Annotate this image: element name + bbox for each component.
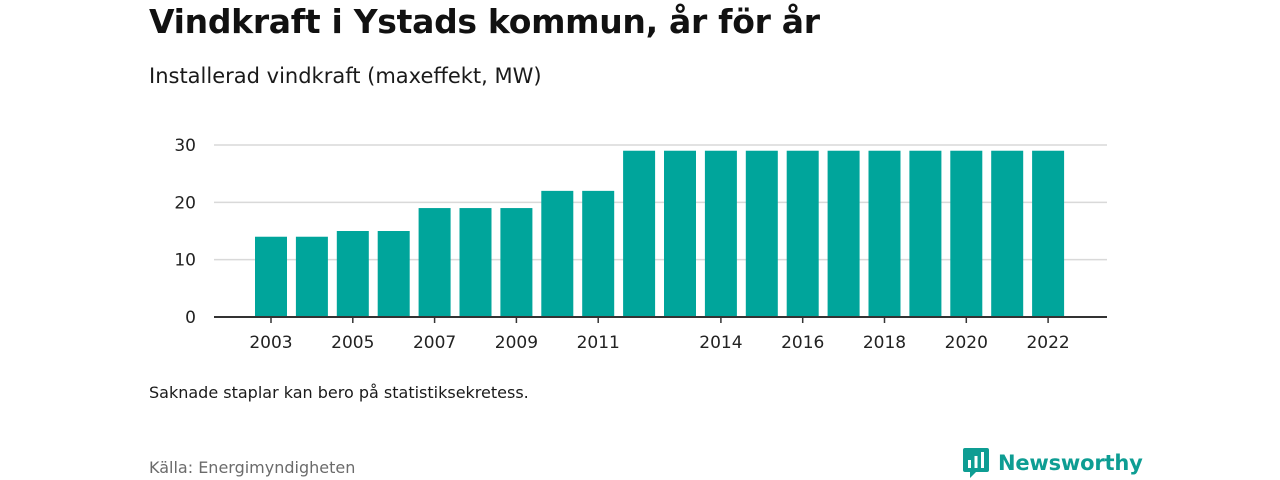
chart-title: Vindkraft i Ystads kommun, år för år — [149, 2, 820, 41]
bar-2010 — [541, 190, 574, 317]
y-tick-label: 20 — [174, 193, 196, 213]
x-tick-label: 2018 — [863, 333, 906, 353]
x-tick-label: 2005 — [331, 333, 374, 353]
bar-2005 — [336, 231, 369, 317]
bar-2006 — [377, 231, 410, 317]
bar-2012 — [623, 150, 656, 317]
x-tick-label: 2003 — [249, 333, 292, 353]
bar-2018 — [868, 150, 901, 317]
bar-2007 — [418, 208, 451, 317]
x-tick-label: 2011 — [577, 333, 620, 353]
x-tick-label: 2022 — [1026, 333, 1069, 353]
bar-2016 — [786, 150, 819, 317]
x-tick-label: 2014 — [699, 333, 742, 353]
bar-2022 — [1032, 150, 1065, 317]
bar-2015 — [745, 150, 778, 317]
bar-2013 — [664, 150, 696, 317]
x-tick-label: 2009 — [495, 333, 538, 353]
y-tick-label: 10 — [174, 251, 196, 271]
bar-2003 — [255, 236, 287, 317]
bar-2008 — [459, 208, 492, 317]
source-text: Källa: Energimyndigheten — [149, 458, 356, 477]
newsworthy-logo-icon — [963, 448, 989, 478]
bar-2009 — [500, 208, 533, 317]
bar-2019 — [909, 150, 942, 317]
bar-2004 — [295, 236, 328, 317]
brand-name: Newsworthy — [998, 451, 1143, 475]
chart-note: Saknade staplar kan bero på statistiksek… — [149, 383, 529, 402]
x-tick-label: 2016 — [781, 333, 824, 353]
bar-2014 — [704, 150, 737, 317]
bar-2011 — [582, 190, 615, 317]
brand-logo: Newsworthy — [962, 446, 1143, 480]
bar-2020 — [950, 150, 983, 317]
x-tick-label: 2020 — [945, 333, 988, 353]
chart-subtitle: Installerad vindkraft (maxeffekt, MW) — [149, 64, 542, 88]
x-tick-label: 2007 — [413, 333, 456, 353]
y-tick-label: 30 — [174, 136, 196, 156]
y-tick-label: 0 — [185, 308, 196, 328]
bar-2021 — [991, 150, 1024, 317]
bar-2017 — [827, 150, 860, 317]
